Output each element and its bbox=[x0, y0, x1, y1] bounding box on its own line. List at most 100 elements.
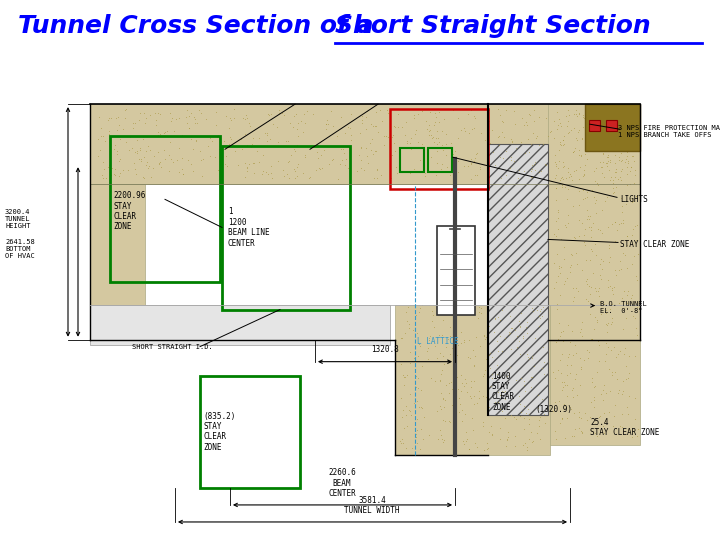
Point bbox=[559, 243, 570, 252]
Point bbox=[559, 381, 570, 389]
Point bbox=[626, 198, 638, 206]
Point bbox=[613, 126, 624, 135]
Point bbox=[506, 137, 518, 146]
Point bbox=[410, 372, 422, 381]
Point bbox=[460, 428, 472, 436]
Point bbox=[505, 134, 517, 143]
Point bbox=[405, 133, 416, 142]
Point bbox=[135, 154, 147, 163]
Point bbox=[424, 125, 436, 134]
Point bbox=[127, 144, 138, 152]
Point bbox=[436, 388, 447, 397]
Bar bbox=[200, 376, 300, 488]
Point bbox=[581, 188, 593, 197]
Point bbox=[562, 392, 573, 401]
Point bbox=[630, 192, 642, 200]
Point bbox=[447, 377, 459, 386]
Point bbox=[595, 144, 606, 152]
Point bbox=[469, 352, 481, 361]
Point bbox=[562, 194, 573, 203]
Point bbox=[241, 167, 253, 176]
Point bbox=[626, 152, 637, 161]
Point bbox=[624, 126, 636, 135]
Point bbox=[492, 312, 504, 321]
Point bbox=[559, 132, 570, 140]
Point bbox=[553, 264, 564, 272]
Point bbox=[595, 274, 607, 283]
Point bbox=[405, 359, 416, 368]
Point bbox=[444, 418, 456, 427]
Point bbox=[585, 413, 596, 421]
Point bbox=[185, 109, 197, 117]
Point bbox=[568, 293, 580, 301]
Point bbox=[154, 109, 166, 118]
Point bbox=[477, 422, 488, 430]
Point bbox=[462, 162, 474, 171]
Point bbox=[451, 351, 463, 360]
Point bbox=[494, 424, 505, 433]
Point bbox=[610, 353, 621, 361]
Point bbox=[505, 324, 517, 333]
Point bbox=[578, 171, 590, 179]
Point bbox=[102, 116, 113, 124]
Point bbox=[361, 143, 372, 152]
Point bbox=[382, 109, 394, 117]
Point bbox=[621, 403, 633, 411]
Point bbox=[264, 111, 275, 119]
Point bbox=[389, 147, 400, 156]
Point bbox=[604, 176, 616, 185]
Point bbox=[111, 150, 122, 159]
Point bbox=[397, 406, 409, 414]
Point bbox=[600, 339, 612, 347]
Point bbox=[497, 154, 508, 163]
Point bbox=[473, 303, 485, 312]
Point bbox=[551, 162, 562, 171]
Point bbox=[495, 153, 506, 161]
Point bbox=[622, 159, 634, 167]
Point bbox=[580, 160, 591, 169]
Point bbox=[564, 267, 576, 276]
Point bbox=[539, 418, 551, 427]
Bar bbox=[428, 148, 452, 172]
Point bbox=[533, 416, 544, 424]
Point bbox=[568, 110, 580, 119]
Point bbox=[585, 233, 597, 241]
Point bbox=[435, 430, 446, 439]
Point bbox=[406, 444, 418, 453]
Point bbox=[562, 185, 574, 193]
Point bbox=[292, 131, 304, 140]
Point bbox=[410, 433, 422, 441]
Point bbox=[120, 105, 132, 113]
Point bbox=[527, 307, 539, 315]
Point bbox=[519, 148, 531, 157]
Point bbox=[624, 115, 635, 124]
Point bbox=[500, 387, 511, 396]
Point bbox=[367, 150, 379, 158]
Point bbox=[605, 320, 616, 328]
Point bbox=[446, 400, 458, 409]
Point bbox=[629, 171, 641, 180]
Point bbox=[595, 411, 606, 420]
Point bbox=[379, 140, 390, 149]
Point bbox=[551, 338, 562, 347]
Point bbox=[448, 386, 459, 394]
Point bbox=[99, 137, 111, 146]
Point bbox=[553, 145, 564, 154]
Point bbox=[631, 135, 643, 144]
Point bbox=[402, 303, 414, 312]
Point bbox=[482, 403, 494, 412]
Point bbox=[452, 134, 464, 143]
Point bbox=[487, 370, 498, 379]
Point bbox=[426, 131, 437, 139]
Point bbox=[261, 137, 273, 146]
Point bbox=[247, 134, 258, 143]
Point bbox=[570, 166, 582, 174]
Point bbox=[631, 116, 643, 124]
Point bbox=[609, 368, 621, 376]
Point bbox=[583, 130, 595, 138]
Point bbox=[564, 170, 575, 179]
Point bbox=[607, 184, 618, 193]
Point bbox=[467, 124, 478, 133]
Point bbox=[303, 173, 315, 182]
Point bbox=[589, 313, 600, 321]
